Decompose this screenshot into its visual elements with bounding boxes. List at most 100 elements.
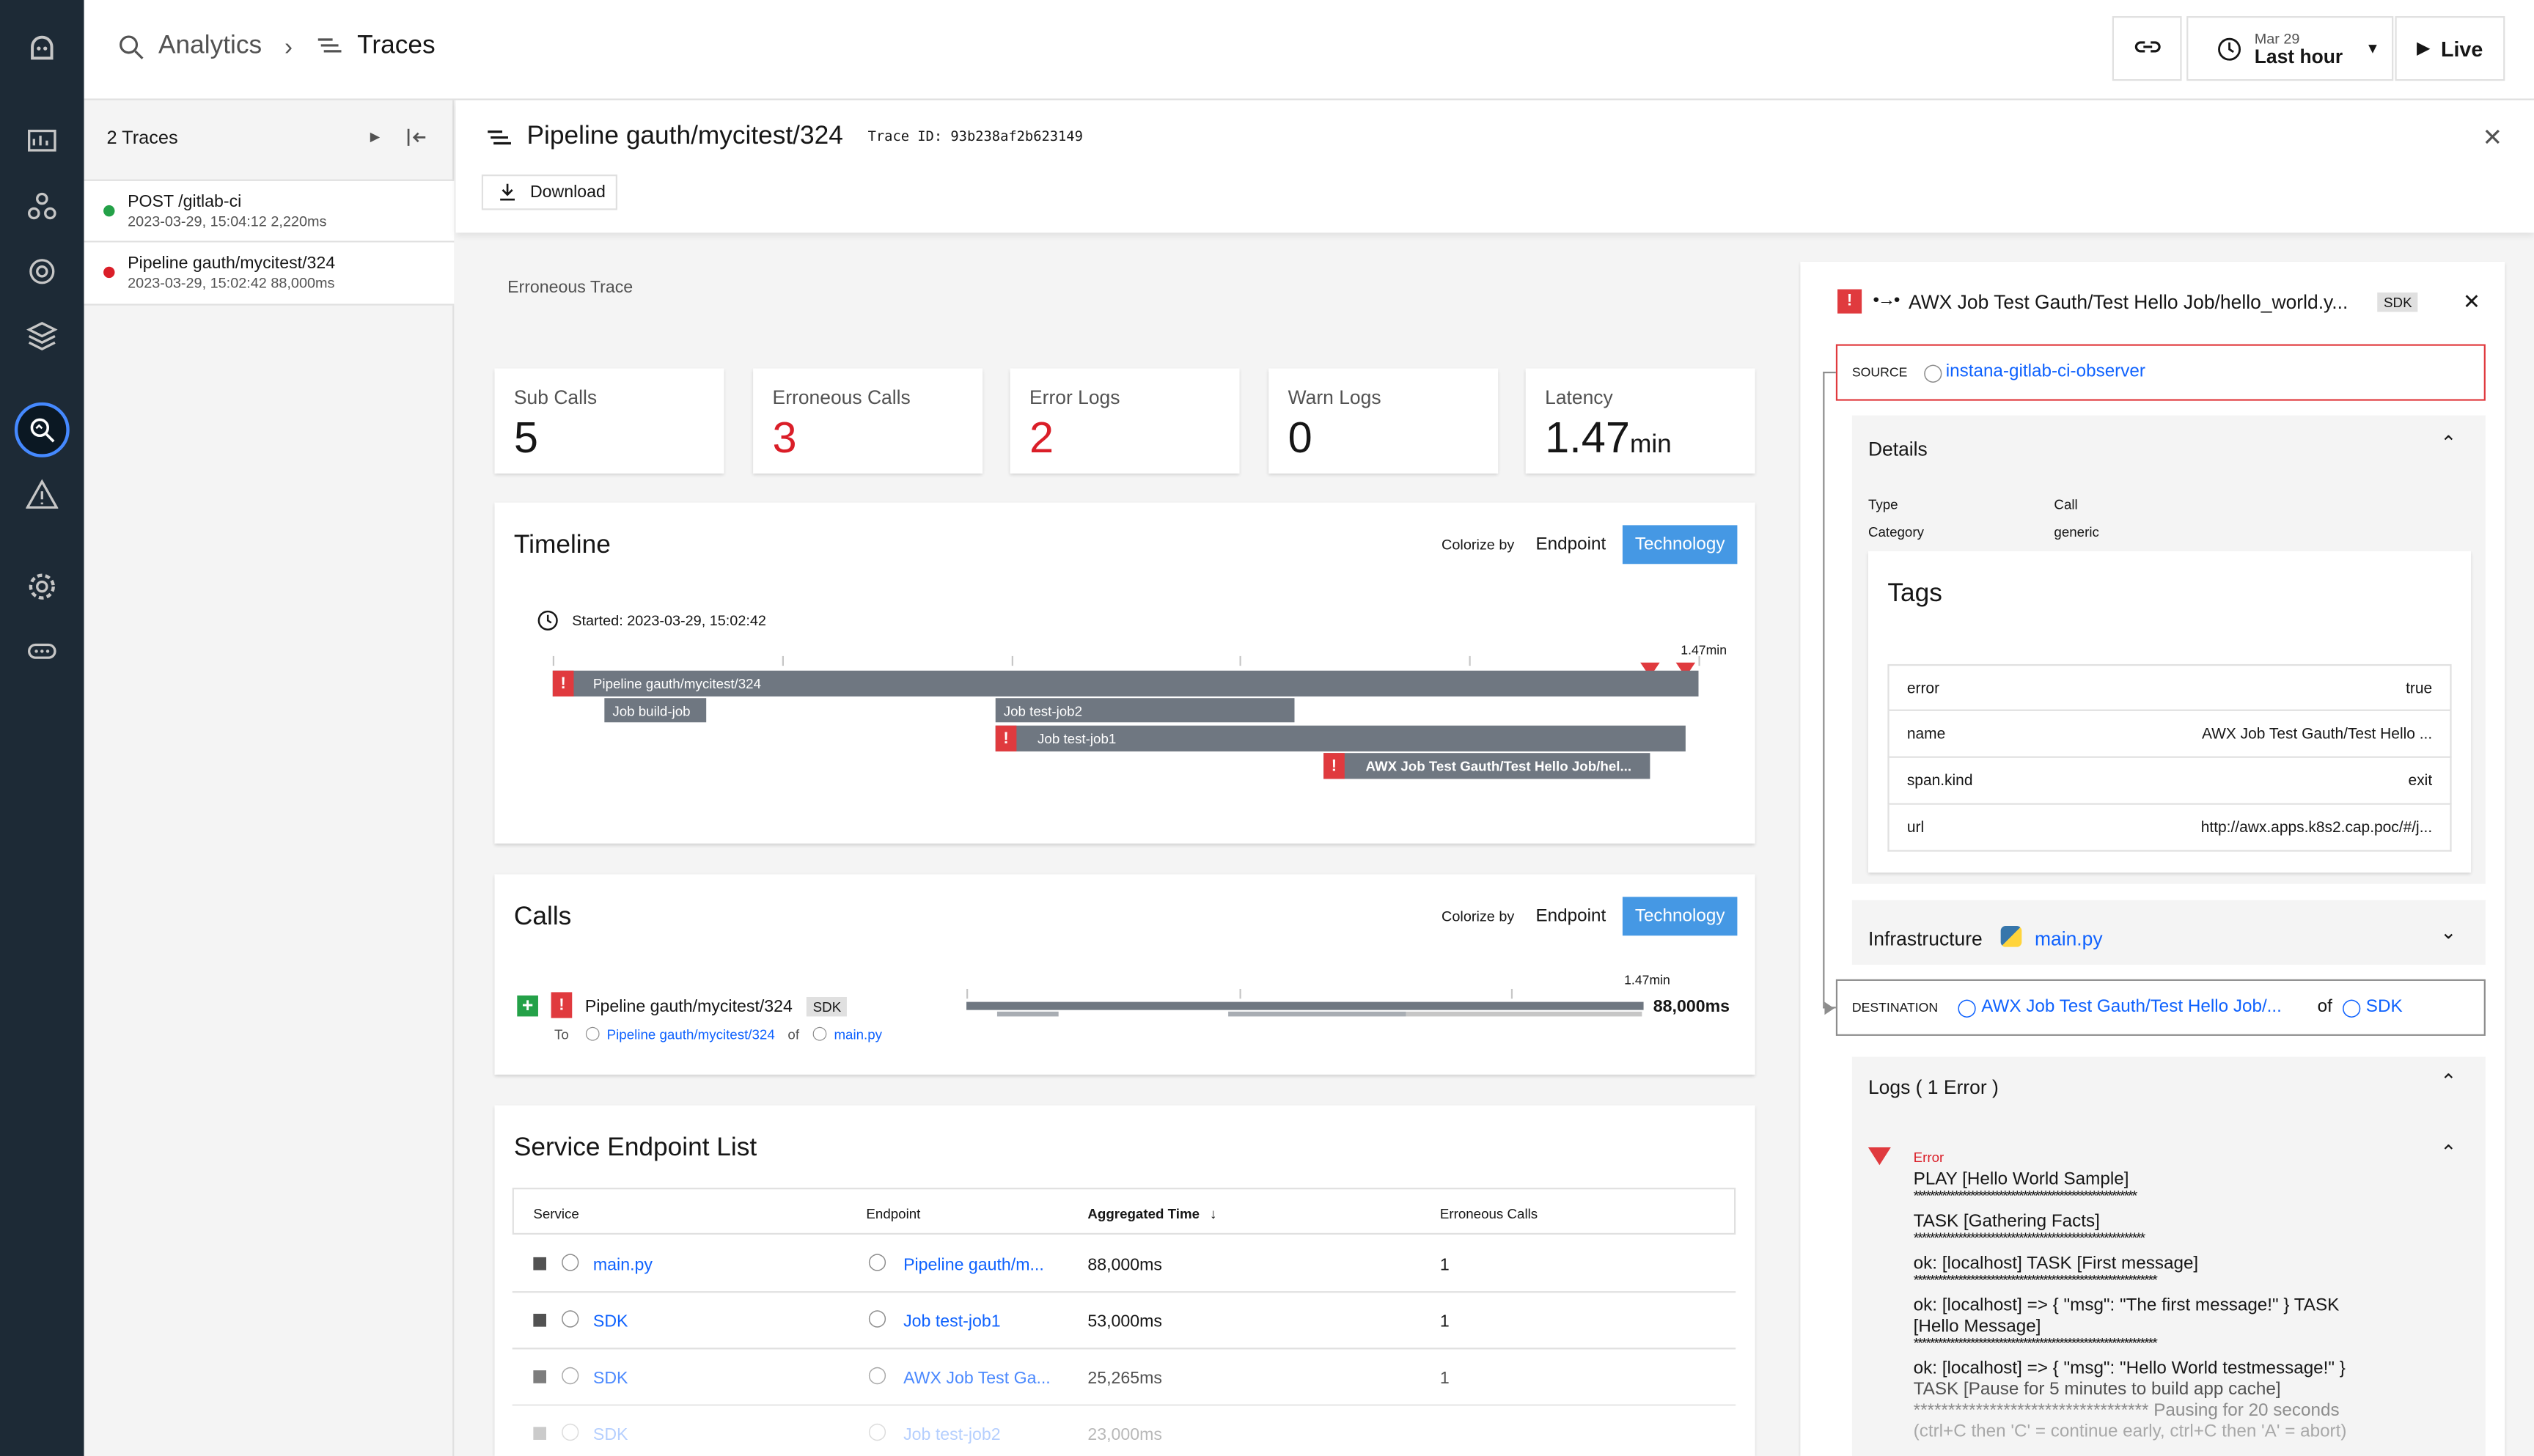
endpoint-link[interactable]: Pipeline gauth/mycitest/324 (606, 1025, 775, 1042)
clock-icon (537, 609, 559, 640)
logs-title: Logs ( 1 Error ) (1868, 1076, 1999, 1099)
stat-label: Error Logs (1029, 386, 1120, 409)
stat-card-warn-logs: Warn Logs 0 (1268, 368, 1499, 474)
status-dot (103, 266, 115, 279)
endpoint-link[interactable]: Pipeline gauth/m... (903, 1255, 1044, 1276)
close-icon[interactable]: ✕ (2463, 289, 2481, 314)
span-label: Job build-job (612, 702, 691, 718)
copy-link-button[interactable] (2112, 16, 2182, 81)
col-aggregated-time[interactable]: Aggregated Time ↓ (1087, 1205, 1216, 1221)
chevron-up-icon[interactable]: ⌃ (2440, 1141, 2457, 1164)
status-dot (103, 205, 115, 217)
details-title: Details (1868, 438, 1928, 461)
color-swatch (533, 1314, 546, 1327)
chevron-down-icon[interactable]: ⌃ (2440, 919, 2457, 943)
error-icon: ! (1323, 753, 1345, 779)
chevron-up-icon[interactable]: ⌃ (2440, 431, 2457, 455)
timeline-span-bar[interactable]: Job test-job2 (995, 698, 1295, 723)
color-swatch (533, 1257, 546, 1271)
color-swatch (533, 1427, 546, 1440)
analytics-icon (117, 32, 146, 62)
destination-service-link[interactable]: SDK (2365, 996, 2403, 1017)
stat-value: 3 (772, 413, 797, 463)
calls-title: Calls (513, 903, 572, 931)
aggregated-time: 88,000ms (1087, 1255, 1163, 1276)
call-duration-bar[interactable] (966, 1001, 1644, 1010)
service-link[interactable]: SDK (592, 1368, 628, 1389)
colorize-technology-button[interactable]: Technology (1622, 525, 1738, 565)
time-range-selector[interactable]: Mar 29 Last hour ▼ (2186, 16, 2394, 81)
endpoint-link[interactable]: AWX Job Test Ga... (903, 1368, 1051, 1389)
span-label: Pipeline gauth/mycitest/324 (592, 675, 762, 692)
applications-icon[interactable] (24, 189, 59, 224)
log-line: ok: [localhost] => { "msg": "The first m… (1913, 1295, 2340, 1316)
source-service-link[interactable]: instana-gitlab-ci-observer (1945, 361, 2145, 382)
timeline-span-bar[interactable]: ! Pipeline gauth/mycitest/324 (552, 670, 1699, 697)
trace-list-item-selected[interactable]: Pipeline gauth/mycitest/324 2023-03-29, … (84, 242, 455, 306)
col-service[interactable]: Service (533, 1205, 579, 1222)
infrastructure-section[interactable]: Infrastructure main.py ⌃ (1851, 900, 2486, 965)
call-name[interactable]: Pipeline gauth/mycitest/324 (584, 996, 793, 1017)
service-link[interactable]: main.py (834, 1025, 883, 1042)
log-line: ****************************************… (1913, 1188, 2138, 1205)
collapse-panel-icon[interactable] (405, 126, 428, 157)
subcall-bar (996, 1011, 1059, 1017)
calls-tick (1239, 988, 1241, 999)
stat-value: 0 (1288, 413, 1312, 463)
timeline-span-bar[interactable]: ! Job test-job1 (995, 725, 1686, 751)
close-icon[interactable]: ✕ (2482, 124, 2503, 152)
timeline-span-bar[interactable]: ! AWX Job Test Gauth/Test Hello Job/hel.… (1323, 753, 1650, 779)
service-link[interactable]: SDK (592, 1312, 628, 1332)
stat-label: Sub Calls (513, 386, 598, 409)
events-alert-icon[interactable] (24, 477, 59, 512)
call-detail-title: AWX Job Test Gauth/Test Hello Job/hello_… (1909, 290, 2348, 314)
endpoint-link[interactable]: Job test-job1 (903, 1312, 1001, 1332)
instana-logo-icon[interactable] (24, 31, 59, 66)
settings-gear-icon[interactable] (24, 569, 59, 604)
colorize-endpoint-button[interactable]: Endpoint (1535, 906, 1606, 927)
stat-card-sub-calls: Sub Calls 5 (494, 368, 724, 474)
log-line: TASK [Gathering Facts] (1913, 1212, 2100, 1232)
tag-key: span.kind (1906, 772, 1973, 790)
analytics-nav-icon[interactable] (14, 402, 70, 457)
infrastructure-link[interactable]: main.py (2034, 927, 2103, 951)
live-button[interactable]: ▶ Live (2395, 16, 2505, 81)
destination-endpoint-link[interactable]: AWX Job Test Gauth/Test Hello Job/... (1981, 996, 2282, 1017)
dashboard-icon[interactable] (24, 125, 59, 160)
trace-header: Pipeline gauth/mycitest/324 Trace ID: 93… (455, 100, 2534, 233)
table-row[interactable]: ◯ SDK ◯ Job test-job1 53,000ms 1 (512, 1293, 1736, 1350)
trace-list-item[interactable]: POST /gitlab-ci 2023-03-29, 15:04:12 2,2… (84, 179, 455, 243)
service-icon: ◯ (812, 1024, 828, 1041)
service-endpoint-list-card: Service Endpoint List Service Endpoint A… (494, 1105, 1755, 1456)
colorize-technology-button[interactable]: Technology (1622, 897, 1738, 936)
breadcrumb-analytics-link[interactable]: Analytics (158, 32, 262, 60)
download-button[interactable]: Download (481, 174, 617, 210)
infrastructure-icon[interactable] (24, 318, 59, 353)
service-link[interactable]: main.py (592, 1255, 653, 1276)
stat-card-erroneous-calls: Erroneous Calls 3 (753, 368, 983, 474)
log-line: ok: [localhost] => { "msg": "Hello World… (1913, 1358, 2346, 1379)
chevron-up-icon[interactable]: ⌃ (2440, 1070, 2457, 1093)
stat-card-error-logs: Error Logs 2 (1010, 368, 1240, 474)
colorize-endpoint-button[interactable]: Endpoint (1535, 534, 1606, 555)
col-erroneous-calls[interactable]: Erroneous Calls (1439, 1205, 1538, 1222)
caret-right-icon[interactable]: ▶ (370, 129, 381, 144)
table-row[interactable]: ◯ SDK ◯ AWX Job Test Ga... 25,265ms 1 (512, 1350, 1736, 1406)
platforms-icon[interactable] (24, 254, 59, 289)
to-label: To (554, 1025, 569, 1042)
tag-row: name AWX Job Test Gauth/Test Hello ... (1887, 710, 2452, 758)
log-line: (ctrl+C then 'C' = continue early, ctrl+… (1913, 1422, 2347, 1442)
endpoint-link[interactable]: Job test-job2 (903, 1425, 1001, 1445)
tag-value: true (2406, 680, 2433, 699)
service-link[interactable]: SDK (592, 1425, 628, 1445)
table-row[interactable]: ◯ SDK ◯ Job test-job2 23,000ms (513, 1406, 1736, 1456)
timeline-span-bar[interactable]: Job build-job (604, 698, 707, 723)
expand-plus-icon[interactable]: + (517, 996, 538, 1017)
color-swatch (533, 1370, 546, 1383)
log-level: Error (1913, 1149, 1944, 1166)
table-row[interactable]: ◯ main.py ◯ Pipeline gauth/m... 88,000ms… (512, 1236, 1736, 1293)
more-options-icon[interactable] (24, 633, 59, 669)
col-endpoint[interactable]: Endpoint (866, 1205, 921, 1222)
endpoint-icon: ◯ (867, 1309, 887, 1328)
tag-row: url http://awx.apps.k8s2.cap.poc/#/j... (1887, 804, 2452, 852)
